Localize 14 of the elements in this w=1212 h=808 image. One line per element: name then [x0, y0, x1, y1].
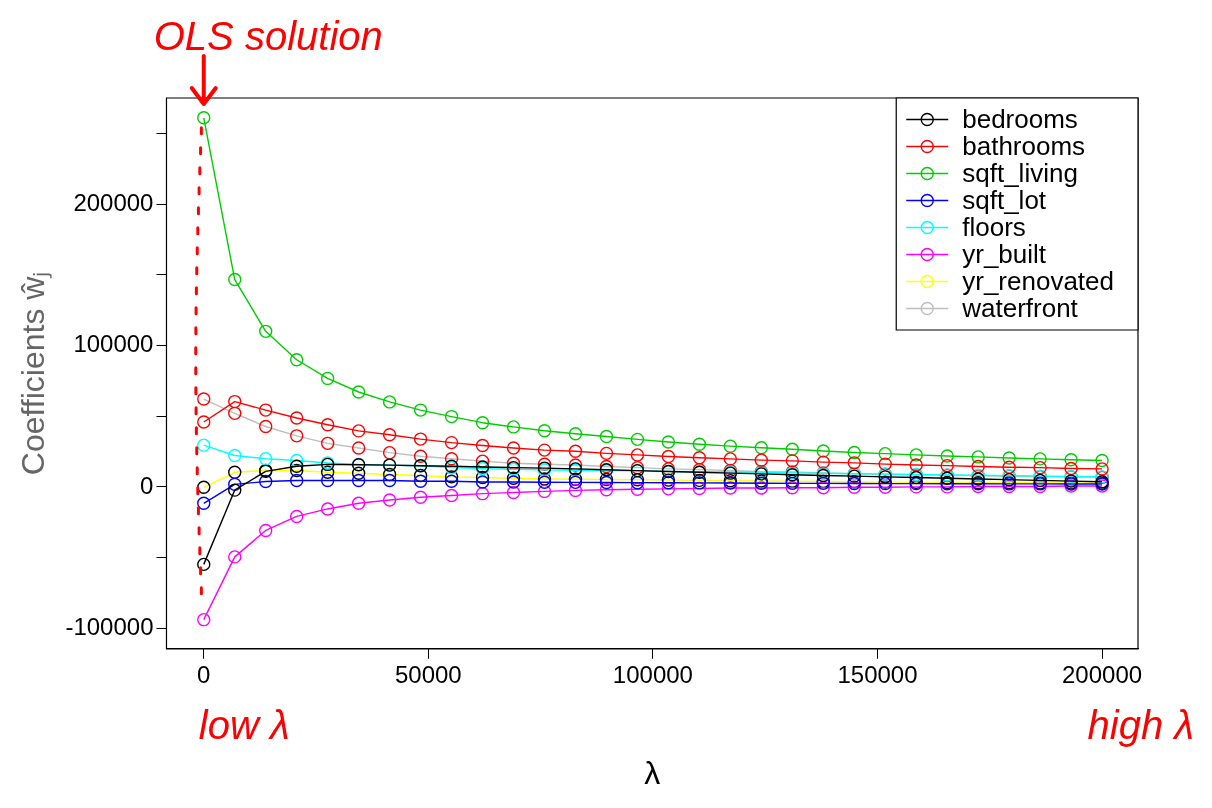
x-tick-label: 0 — [197, 660, 211, 688]
x-tick-label: 200000 — [1062, 660, 1143, 688]
x-tick-label: 100000 — [612, 660, 693, 688]
y-tick-label: 200000 — [73, 188, 154, 216]
text: high λ — [1087, 702, 1194, 747]
text: low λ — [198, 702, 290, 747]
x-axis-title: λ — [644, 754, 661, 791]
x-tick-label: 50000 — [394, 660, 462, 688]
text: OLS solution — [153, 14, 383, 58]
y-tick-label: 100000 — [73, 330, 154, 358]
y-tick-label: -100000 — [65, 612, 154, 640]
y-axis-title: Coefficients ŵⱼ — [15, 271, 53, 476]
x-tick-label: 150000 — [837, 660, 918, 688]
y-tick-label: 0 — [140, 471, 154, 499]
